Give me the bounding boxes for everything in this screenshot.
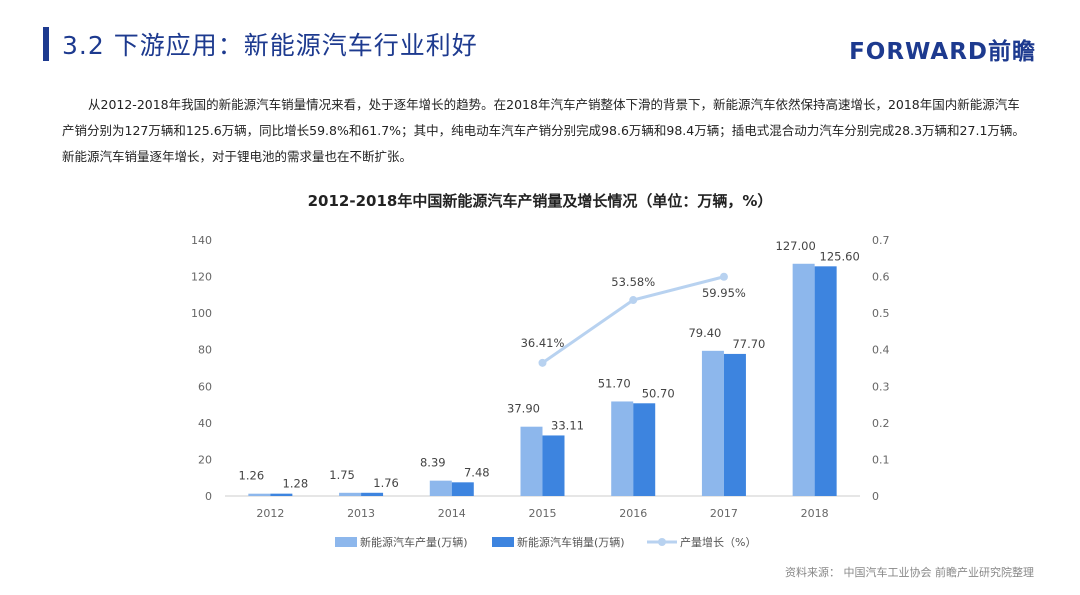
growth-label: 53.58% xyxy=(611,275,655,289)
y2-tick-label: 0.7 xyxy=(872,234,890,247)
production-label: 1.26 xyxy=(239,469,265,483)
sales-label: 7.48 xyxy=(464,465,490,479)
production-label: 1.75 xyxy=(329,468,355,482)
sales-label: 50.70 xyxy=(642,386,675,400)
sales-bar xyxy=(361,492,384,496)
growth-label: 59.95% xyxy=(702,286,746,300)
production-bar xyxy=(701,350,724,496)
legend-swatch-sales xyxy=(492,537,514,547)
sales-bar xyxy=(542,435,565,496)
y-tick-label: 100 xyxy=(191,307,212,320)
y2-tick-label: 0.2 xyxy=(872,417,890,430)
growth-label: 36.41% xyxy=(521,336,565,350)
production-bar xyxy=(792,263,815,496)
legend-marker-growth xyxy=(658,538,666,546)
production-label: 79.40 xyxy=(688,326,721,340)
production-label: 127.00 xyxy=(776,239,816,253)
sales-label: 125.60 xyxy=(820,249,860,263)
y-tick-label: 40 xyxy=(198,417,212,430)
production-label: 51.70 xyxy=(598,376,631,390)
production-label: 37.90 xyxy=(507,402,540,416)
sales-bar xyxy=(270,493,293,496)
legend-label-growth: 产量增长（%） xyxy=(680,535,756,549)
y-tick-label: 80 xyxy=(198,344,212,357)
growth-line xyxy=(541,275,725,365)
growth-point xyxy=(538,358,547,367)
y2-tick-label: 0 xyxy=(872,490,879,503)
y2-tick-label: 0.1 xyxy=(872,453,890,466)
sales-label: 33.11 xyxy=(551,418,584,432)
x-tick-label: 2016 xyxy=(619,507,647,520)
y2-tick-label: 0.5 xyxy=(872,307,890,320)
y-tick-label: 20 xyxy=(198,453,212,466)
source-note: 资料来源： 中国汽车工业协会 前瞻产业研究院整理 xyxy=(785,566,1034,579)
y2-tick-label: 0.3 xyxy=(872,380,890,393)
production-bar xyxy=(429,480,452,496)
sales-label: 77.70 xyxy=(732,337,765,351)
y-tick-label: 140 xyxy=(191,234,212,247)
production-bar xyxy=(248,493,271,496)
production-bar xyxy=(339,492,362,496)
growth-point xyxy=(629,296,638,305)
sales-bar xyxy=(451,482,474,496)
y2-tick-label: 0.4 xyxy=(872,344,890,357)
sales-bar xyxy=(633,403,656,496)
forward-logo: FORWARD前瞻 xyxy=(849,39,1036,65)
sales-bar xyxy=(814,266,837,496)
legend-label-sales: 新能源汽车销量(万辆) xyxy=(517,535,625,549)
legend-swatch-production xyxy=(335,537,357,547)
y-tick-label: 120 xyxy=(191,271,212,284)
intro-paragraph: 从2012-2018年我国的新能源汽车销量情况来看，处于逐年增长的趋势。在201… xyxy=(62,97,1025,164)
growth-point xyxy=(719,272,728,281)
y2-tick-label: 0.6 xyxy=(872,271,890,284)
y-tick-label: 60 xyxy=(198,380,212,393)
legend-label-production: 新能源汽车产量(万辆) xyxy=(360,535,468,549)
sales-label: 1.28 xyxy=(283,477,309,491)
x-tick-label: 2015 xyxy=(529,507,557,520)
x-tick-label: 2017 xyxy=(710,507,738,520)
x-tick-label: 2013 xyxy=(347,507,375,520)
x-tick-label: 2018 xyxy=(801,507,829,520)
production-label: 8.39 xyxy=(420,456,446,470)
chart-title: 2012-2018年中国新能源汽车产销量及增长情况（单位：万辆，%） xyxy=(308,192,773,210)
sales-bar xyxy=(723,353,746,496)
sales-label: 1.76 xyxy=(373,476,399,490)
title-accent-bar xyxy=(43,27,49,61)
production-bar xyxy=(520,426,543,496)
x-tick-label: 2012 xyxy=(256,507,284,520)
production-bar xyxy=(611,401,634,496)
y-tick-label: 0 xyxy=(205,490,212,503)
page-title: 3.2 下游应用：新能源汽车行业利好 xyxy=(62,31,478,60)
x-tick-label: 2014 xyxy=(438,507,466,520)
